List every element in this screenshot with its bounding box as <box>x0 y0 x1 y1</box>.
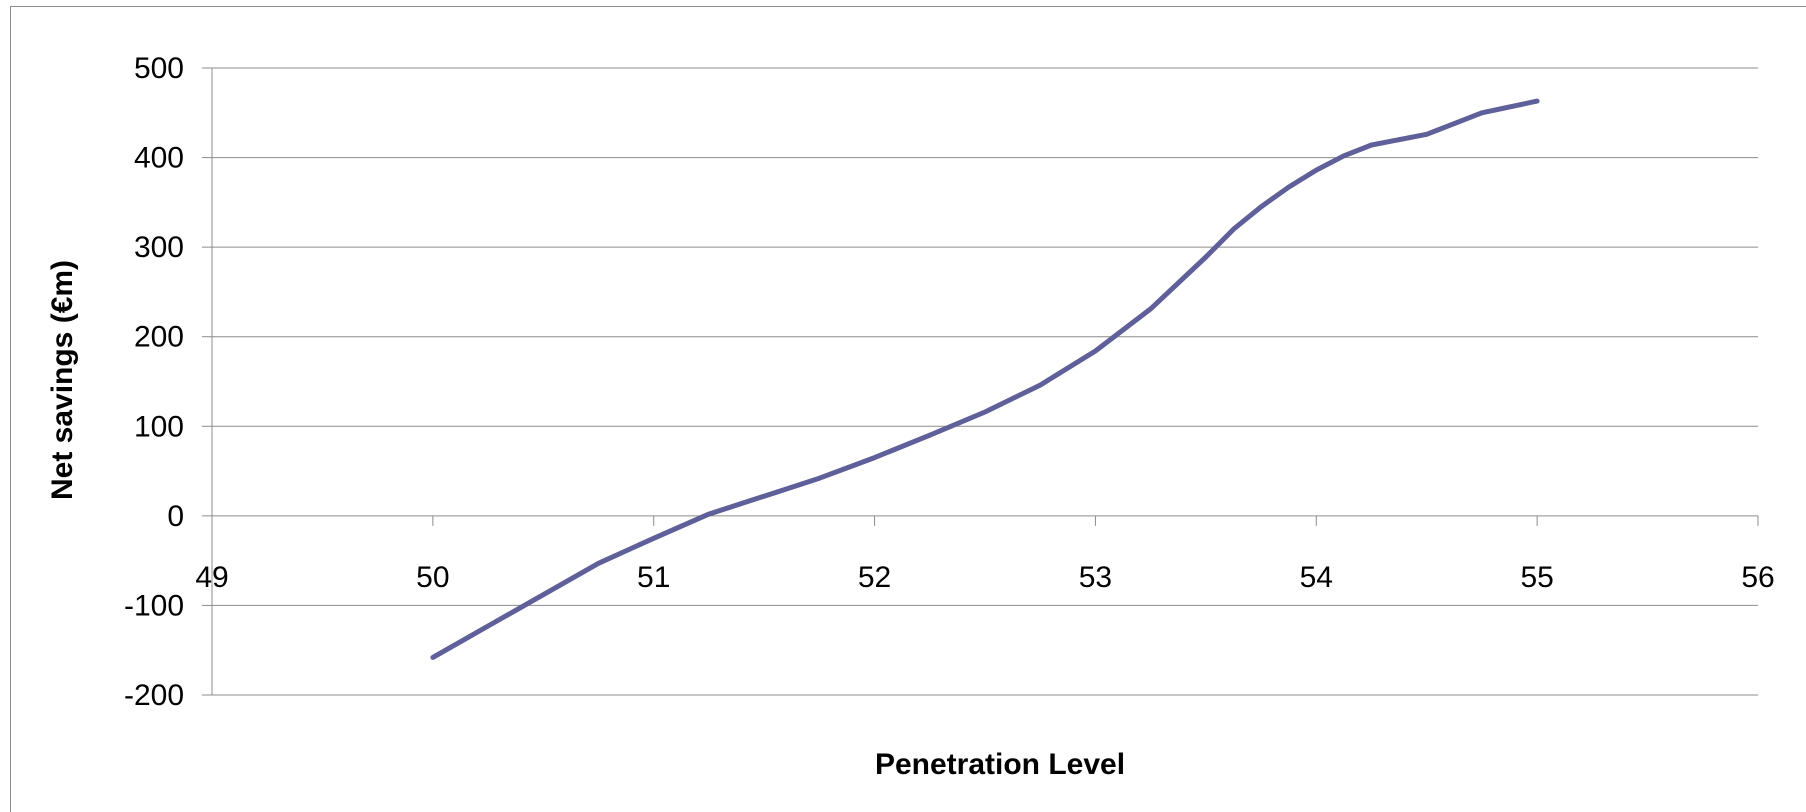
series-group <box>430 98 1540 660</box>
x-tick-label: 51 <box>637 561 670 594</box>
y-tick-labels: -200 -100 0 100 200 300 400 500 <box>124 52 184 712</box>
x-tick-label: 50 <box>416 561 449 594</box>
x-tick-label: 53 <box>1079 561 1112 594</box>
x-tick-label: 52 <box>858 561 891 594</box>
x-tick-label: 49 <box>195 561 228 594</box>
y-tick-label: 500 <box>134 52 184 85</box>
x-axis-title: Penetration Level <box>875 748 1125 781</box>
x-tick-labels: 49 50 51 52 53 54 55 56 <box>195 561 1774 594</box>
y-axis-title: Net savings (€m) <box>46 260 79 500</box>
y-tick-label: -100 <box>124 589 184 622</box>
x-tick-label: 56 <box>1741 561 1774 594</box>
y-tick-label: 0 <box>167 500 184 533</box>
x-tick-label: 55 <box>1520 561 1553 594</box>
gridlines <box>212 67 1758 696</box>
y-tick-label: 200 <box>134 321 184 354</box>
y-tick-label: -200 <box>124 679 184 712</box>
y-tick-label: 300 <box>134 231 184 264</box>
y-tick-label: 100 <box>134 410 184 443</box>
x-tick-label: 54 <box>1300 561 1333 594</box>
series-line <box>430 98 1540 660</box>
chart-frame <box>10 6 1806 812</box>
y-tick-label: 400 <box>134 142 184 175</box>
axes <box>202 67 1759 696</box>
